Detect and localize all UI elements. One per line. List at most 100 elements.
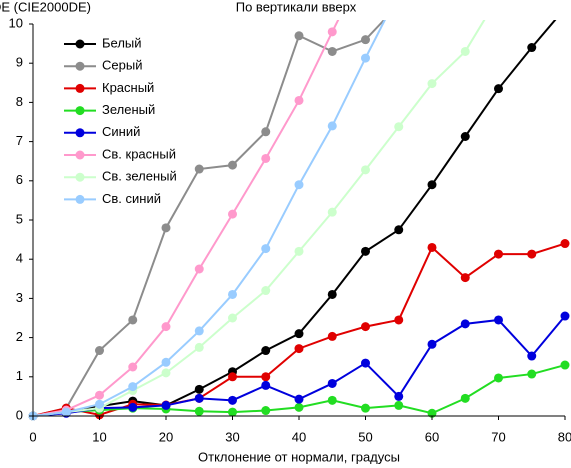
marker [327,289,337,299]
marker [194,264,204,274]
marker [194,406,204,416]
marker [128,382,138,392]
x-tick-label: 60 [425,429,439,444]
marker [228,407,237,417]
x-tick-label: 20 [159,429,173,444]
marker [361,246,370,256]
marker [294,31,304,41]
marker [361,53,370,63]
marker [494,315,503,325]
marker [527,351,537,361]
marker [61,407,71,417]
marker [161,400,171,410]
marker [261,346,271,356]
marker [394,400,404,410]
legend-marker [75,194,85,204]
marker [327,378,337,388]
marker [128,402,138,412]
legend-marker [75,106,85,116]
marker [427,242,437,252]
marker [394,315,404,325]
marker [128,362,138,372]
marker [427,180,437,190]
marker [361,403,370,413]
marker [394,225,404,235]
marker [228,209,237,219]
plot-area [28,0,570,421]
legend-label: Белый [102,35,142,50]
x-tick-label: 70 [491,429,505,444]
marker [261,406,271,416]
x-tick-label: 50 [358,429,372,444]
marker [494,249,503,259]
marker [294,329,304,339]
legend-marker [75,83,85,93]
marker [460,273,470,283]
marker [394,122,404,132]
marker [128,315,138,325]
marker [327,395,337,405]
marker [494,84,503,94]
y-tick-label: 3 [16,290,23,305]
marker [161,368,171,378]
marker [394,0,403,9]
legend-marker [75,39,85,49]
marker [361,358,370,368]
x-tick-label: 10 [92,429,106,444]
marker [261,286,271,296]
marker [294,95,304,105]
chart-title: По вертикали вверх [236,0,357,14]
marker [460,46,470,56]
marker [460,393,470,403]
marker [294,394,304,404]
marker [228,160,237,170]
marker [95,390,104,400]
marker [327,121,337,131]
marker [194,384,204,394]
marker [161,223,171,233]
marker [527,249,537,259]
marker [427,79,437,89]
marker [95,346,104,356]
marker [427,339,437,349]
y-tick-label: 6 [16,172,23,187]
marker [194,164,204,174]
legend-label: Св. зеленый [102,169,177,184]
marker [261,127,271,137]
marker [361,165,370,175]
legend-marker [75,150,85,160]
marker [494,0,503,1]
marker [294,180,304,190]
marker [228,395,237,405]
marker [194,393,204,403]
legend-marker [75,128,85,138]
legend-label: Красный [102,80,154,95]
x-tick-label: 30 [225,429,239,444]
marker [560,311,570,321]
series-line [32,20,340,417]
legend-marker [75,172,85,182]
marker [261,153,271,163]
legend-label: Св. красный [102,146,176,161]
x-tick-label: 80 [558,429,571,444]
marker [95,399,104,409]
legend-label: Св. синий [102,191,161,206]
marker [527,369,537,379]
marker [394,391,404,401]
marker [228,289,237,299]
y-tick-label: 8 [16,94,23,109]
marker [361,35,370,45]
marker [228,372,237,382]
marker [327,27,337,37]
y-axis-label: DE (CIE2000DE) [0,0,91,14]
y-tick-label: 10 [9,15,23,30]
marker [194,342,204,352]
marker [460,132,470,142]
y-tick-label: 2 [16,329,23,344]
marker [561,4,570,13]
marker [560,360,570,370]
marker [361,322,370,332]
marker [327,207,337,217]
legend-marker [75,61,85,71]
